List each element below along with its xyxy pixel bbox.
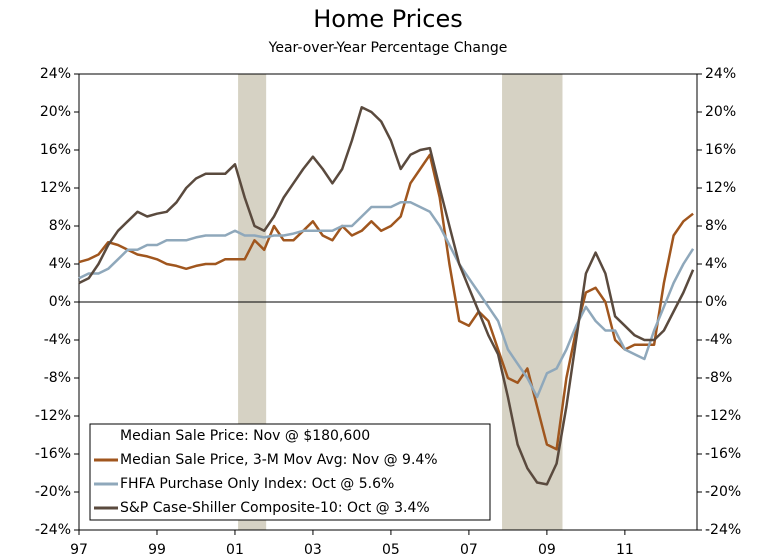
y-tick-label: 0% (49, 294, 71, 310)
y2-tick-label: -16% (705, 446, 741, 462)
chart-title: Home Prices (313, 5, 463, 33)
y-tick-label: -4% (44, 332, 71, 348)
legend-label: S&P Case-Shiller Composite-10: Oct @ 3.4… (120, 500, 430, 516)
chart-subtitle: Year-over-Year Percentage Change (268, 40, 508, 56)
y-tick-label: -20% (35, 484, 71, 500)
y2-tick-label: -24% (705, 522, 741, 538)
y-tick-label: 12% (40, 180, 71, 196)
y-tick-label: -12% (35, 408, 71, 424)
y-tick-label: -8% (44, 370, 71, 386)
series-line (78, 153, 694, 451)
legend-label: Median Sale Price, 3-M Mov Avg: Nov @ 9.… (120, 452, 438, 468)
y2-tick-label: -8% (705, 370, 732, 386)
y2-tick-label: -4% (705, 332, 732, 348)
y-tick-label: 16% (40, 142, 71, 158)
y2-tick-label: 20% (705, 104, 736, 120)
legend-label: FHFA Purchase Only Index: Oct @ 5.6% (120, 476, 394, 492)
y2-tick-label: 4% (705, 256, 727, 272)
x-tick-label: 07 (460, 542, 478, 558)
y-tick-label: 4% (49, 256, 71, 272)
x-tick-label: 11 (616, 542, 634, 558)
x-tick-label: 99 (148, 542, 166, 558)
y2-tick-label: -12% (705, 408, 741, 424)
legend-box (89, 423, 491, 521)
y-tick-label: 8% (49, 218, 71, 234)
y2-tick-label: 12% (705, 180, 736, 196)
x-tick-label: 01 (226, 542, 244, 558)
y-tick-label: 20% (40, 104, 71, 120)
y-tick-label: -24% (35, 522, 71, 538)
y2-tick-label: 0% (705, 294, 727, 310)
y2-tick-label: 16% (705, 142, 736, 158)
x-tick-label: 05 (382, 542, 400, 558)
series-line (78, 106, 695, 486)
y-tick-label: -16% (35, 446, 71, 462)
x-tick-label: 09 (538, 542, 556, 558)
y2-tick-label: -20% (705, 484, 741, 500)
x-tick-label: 03 (304, 542, 322, 558)
y-tick-label: 24% (40, 66, 71, 82)
y2-tick-label: 24% (705, 66, 736, 82)
x-tick-label: 97 (70, 542, 88, 558)
legend-note: Median Sale Price: Nov @ $180,600 (120, 428, 370, 444)
y2-tick-label: 8% (705, 218, 727, 234)
series-line (78, 201, 695, 399)
